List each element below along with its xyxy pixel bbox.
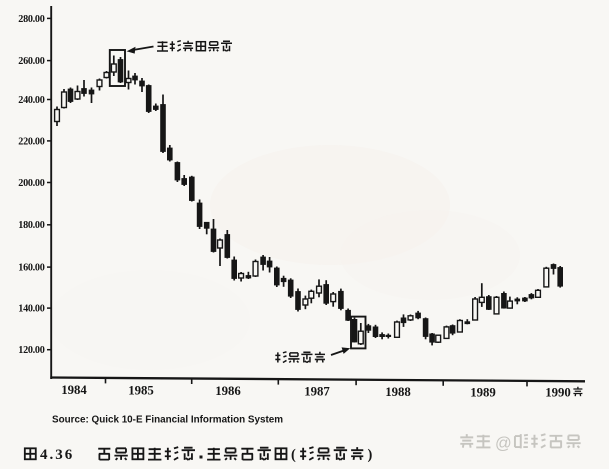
svg-text:120.00: 120.00 — [18, 345, 44, 356]
svg-text:1986: 1986 — [215, 384, 241, 398]
svg-text:240.00: 240.00 — [18, 95, 44, 106]
svg-text:1987: 1987 — [304, 385, 330, 399]
svg-text:280.00: 280.00 — [18, 14, 44, 25]
svg-text:@: @ — [495, 435, 512, 453]
svg-text:Source: Quick 10-E Financial I: Source: Quick 10-E Financial Information… — [52, 415, 283, 426]
svg-text:(: ( — [291, 447, 296, 463]
svg-text:200.00: 200.00 — [18, 178, 44, 189]
svg-text:1984: 1984 — [61, 383, 87, 397]
svg-text:1988: 1988 — [385, 385, 411, 399]
svg-text:260.00: 260.00 — [18, 56, 44, 67]
svg-text:160.00: 160.00 — [18, 263, 44, 274]
svg-text:1989: 1989 — [470, 386, 496, 400]
svg-text:1990: 1990 — [545, 385, 571, 399]
svg-text:1985: 1985 — [128, 384, 154, 398]
svg-text:180.00: 180.00 — [18, 220, 44, 231]
svg-text:): ) — [368, 447, 373, 463]
svg-text:4.36: 4.36 — [40, 447, 74, 463]
svg-text:220.00: 220.00 — [18, 136, 44, 147]
svg-text:140.00: 140.00 — [18, 304, 44, 315]
